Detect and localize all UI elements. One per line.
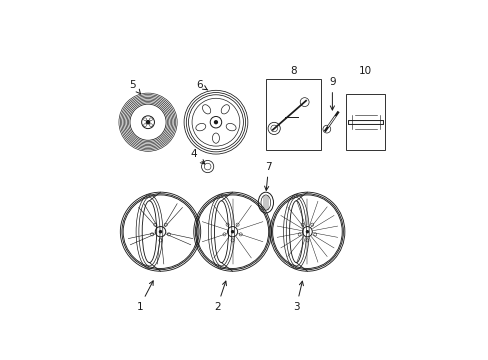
Text: 6: 6 xyxy=(196,80,207,90)
Ellipse shape xyxy=(231,231,233,233)
Text: 8: 8 xyxy=(290,66,296,76)
Text: 10: 10 xyxy=(358,66,371,76)
Circle shape xyxy=(146,121,149,124)
Bar xyxy=(346,94,384,150)
Text: 1: 1 xyxy=(136,281,153,311)
Text: 2: 2 xyxy=(214,281,226,311)
Text: 3: 3 xyxy=(292,281,303,311)
Circle shape xyxy=(214,121,217,123)
Ellipse shape xyxy=(306,231,308,233)
Text: 4: 4 xyxy=(190,149,204,164)
Text: 7: 7 xyxy=(264,162,271,190)
Text: 9: 9 xyxy=(328,77,335,110)
Text: 5: 5 xyxy=(129,80,141,94)
Ellipse shape xyxy=(159,231,161,233)
Bar xyxy=(265,79,321,150)
